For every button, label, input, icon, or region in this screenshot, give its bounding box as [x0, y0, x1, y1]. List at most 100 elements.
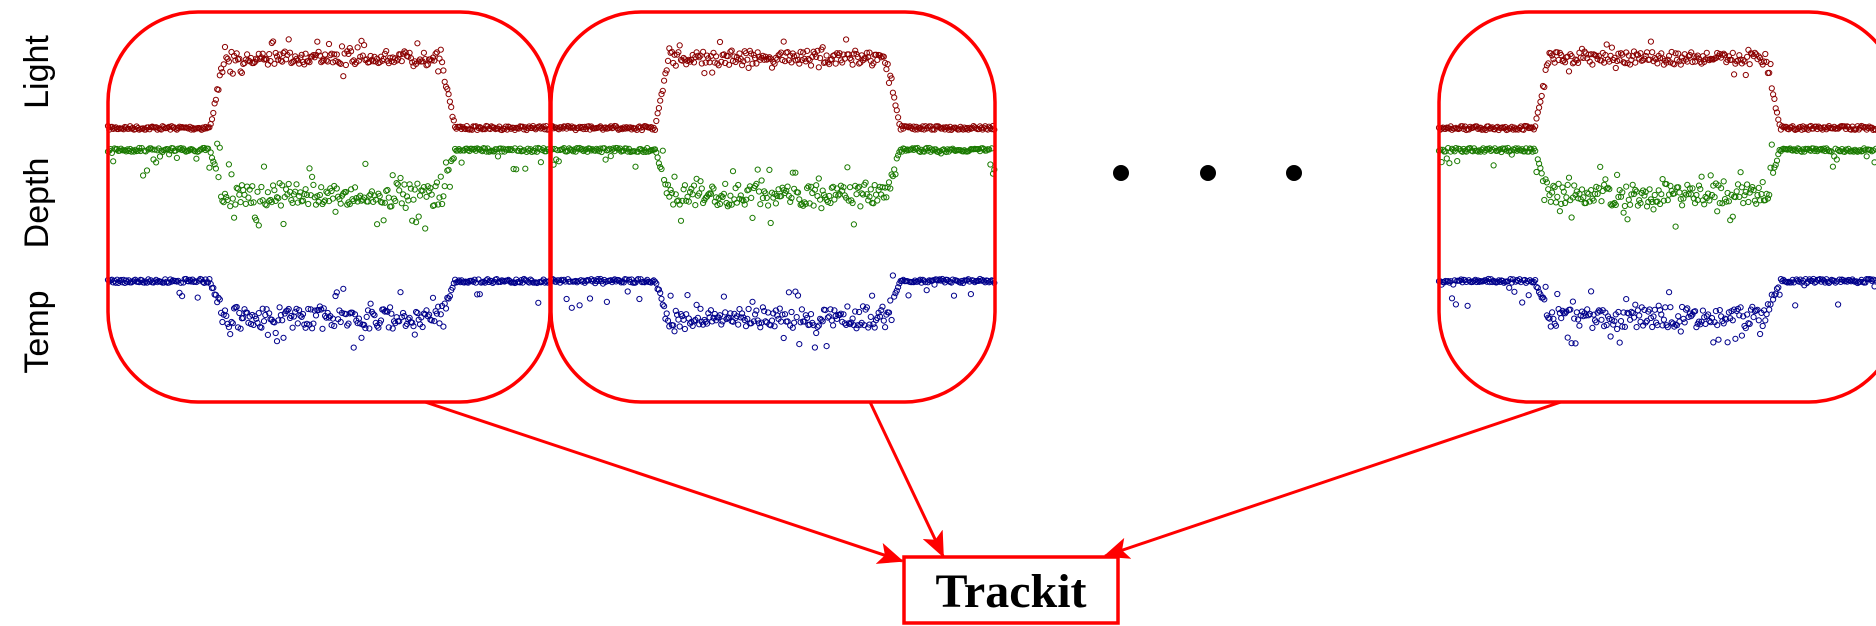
signal-point — [716, 312, 724, 319]
signal-point — [401, 181, 408, 188]
row-label: Temp — [18, 290, 56, 373]
signal-point — [1871, 159, 1876, 166]
signal-point — [1740, 200, 1747, 207]
signal-point — [263, 202, 270, 209]
signal-point — [1554, 193, 1561, 200]
signal-point — [449, 113, 456, 121]
signal-point — [293, 181, 300, 188]
signal-point — [827, 199, 834, 207]
signal-point — [233, 184, 240, 191]
signal-point — [675, 49, 682, 56]
signal-point — [655, 286, 663, 293]
signal-point — [346, 45, 353, 52]
signal-point — [275, 195, 282, 202]
signal-point — [791, 319, 798, 326]
signal-point — [346, 201, 353, 208]
signal-point — [683, 197, 690, 204]
output-label: Trackit — [935, 565, 1086, 618]
signal-point — [179, 293, 186, 300]
signal-point — [333, 185, 340, 192]
signal-point — [651, 146, 659, 153]
signal-point — [1612, 64, 1619, 72]
signal-point — [471, 276, 478, 283]
signal-point — [1617, 318, 1625, 325]
signal-point — [662, 181, 669, 188]
signal-point — [1677, 196, 1684, 203]
signal-point — [250, 59, 257, 67]
signal-point — [383, 48, 390, 55]
signal-point — [210, 284, 217, 291]
signal-point — [1543, 179, 1551, 186]
signal-point — [1755, 53, 1762, 60]
signal-point — [1643, 317, 1651, 324]
signal-point — [296, 307, 303, 314]
signal-point — [1656, 200, 1664, 208]
signal-point — [866, 321, 873, 328]
signal-point — [1610, 200, 1617, 208]
signal-point — [130, 148, 138, 155]
output-box — [902, 555, 1120, 625]
signal-point — [303, 320, 310, 327]
signal-point — [811, 344, 819, 351]
signal-point — [1762, 50, 1769, 58]
signal-point — [437, 46, 444, 53]
signal-point — [710, 185, 717, 192]
signal-point — [370, 310, 377, 317]
signal-point — [1801, 125, 1808, 133]
signal-point — [1766, 191, 1773, 198]
signal-point — [366, 325, 373, 332]
signal-point — [1789, 147, 1796, 154]
ellipsis-dot — [1286, 165, 1302, 181]
signal-point — [245, 194, 252, 201]
signal-point — [1705, 311, 1712, 318]
signal-point — [668, 190, 676, 197]
signal-point — [1714, 322, 1721, 329]
signal-point — [763, 194, 770, 201]
signal-point — [664, 317, 672, 324]
signal-point — [1667, 304, 1674, 311]
signal-point — [778, 193, 785, 200]
signal-point — [885, 179, 893, 186]
signal-point — [728, 201, 735, 208]
signal-point — [236, 191, 243, 198]
signal-point — [1485, 275, 1492, 283]
signal-point — [338, 43, 346, 50]
signal-point — [737, 192, 744, 199]
signal-point — [215, 86, 222, 93]
signal-point — [818, 316, 825, 323]
signal-point — [866, 49, 873, 56]
signal-point — [1550, 182, 1557, 189]
signal-point — [1636, 197, 1643, 204]
signal-point — [871, 324, 878, 331]
signal-point — [892, 171, 899, 178]
signal-point — [325, 40, 333, 48]
signal-point — [830, 322, 837, 329]
signal-point — [1663, 59, 1670, 66]
signal-point — [794, 189, 802, 196]
signal-point — [749, 298, 756, 305]
signal-point — [752, 311, 759, 318]
signal-point — [377, 317, 385, 324]
signal-point — [661, 77, 668, 84]
signal-point — [844, 303, 851, 310]
signal-point — [273, 338, 281, 345]
signal-point — [716, 200, 724, 208]
signal-point — [427, 185, 434, 192]
signal-point — [314, 38, 321, 45]
signal-point — [1695, 182, 1703, 189]
signal-point — [228, 171, 235, 178]
signal-point — [1568, 214, 1575, 221]
signal-point — [279, 317, 286, 324]
signal-point — [211, 100, 218, 107]
signal-point — [667, 186, 674, 194]
signal-point — [354, 198, 361, 205]
signal-point — [432, 50, 439, 57]
signal-point — [663, 310, 670, 317]
signal-point — [646, 147, 653, 155]
signal-point — [854, 53, 861, 61]
signal-point — [414, 180, 421, 187]
signal-point — [1792, 302, 1799, 309]
signal-point — [1619, 189, 1626, 196]
signal-point — [727, 48, 734, 55]
signal-point — [329, 195, 336, 202]
